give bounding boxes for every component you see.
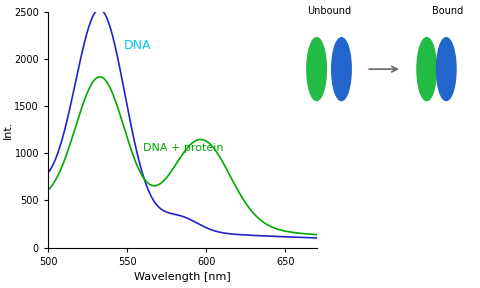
Text: DNA + protein: DNA + protein bbox=[143, 143, 223, 153]
Ellipse shape bbox=[307, 38, 326, 101]
Text: DNA: DNA bbox=[124, 39, 151, 52]
X-axis label: Wavelength [nm]: Wavelength [nm] bbox=[134, 272, 231, 282]
Ellipse shape bbox=[332, 38, 351, 101]
Text: Bound: Bound bbox=[432, 6, 464, 16]
Text: Unbound: Unbound bbox=[307, 6, 351, 16]
Ellipse shape bbox=[436, 38, 456, 101]
Y-axis label: Int.: Int. bbox=[3, 120, 13, 139]
Ellipse shape bbox=[417, 38, 436, 101]
